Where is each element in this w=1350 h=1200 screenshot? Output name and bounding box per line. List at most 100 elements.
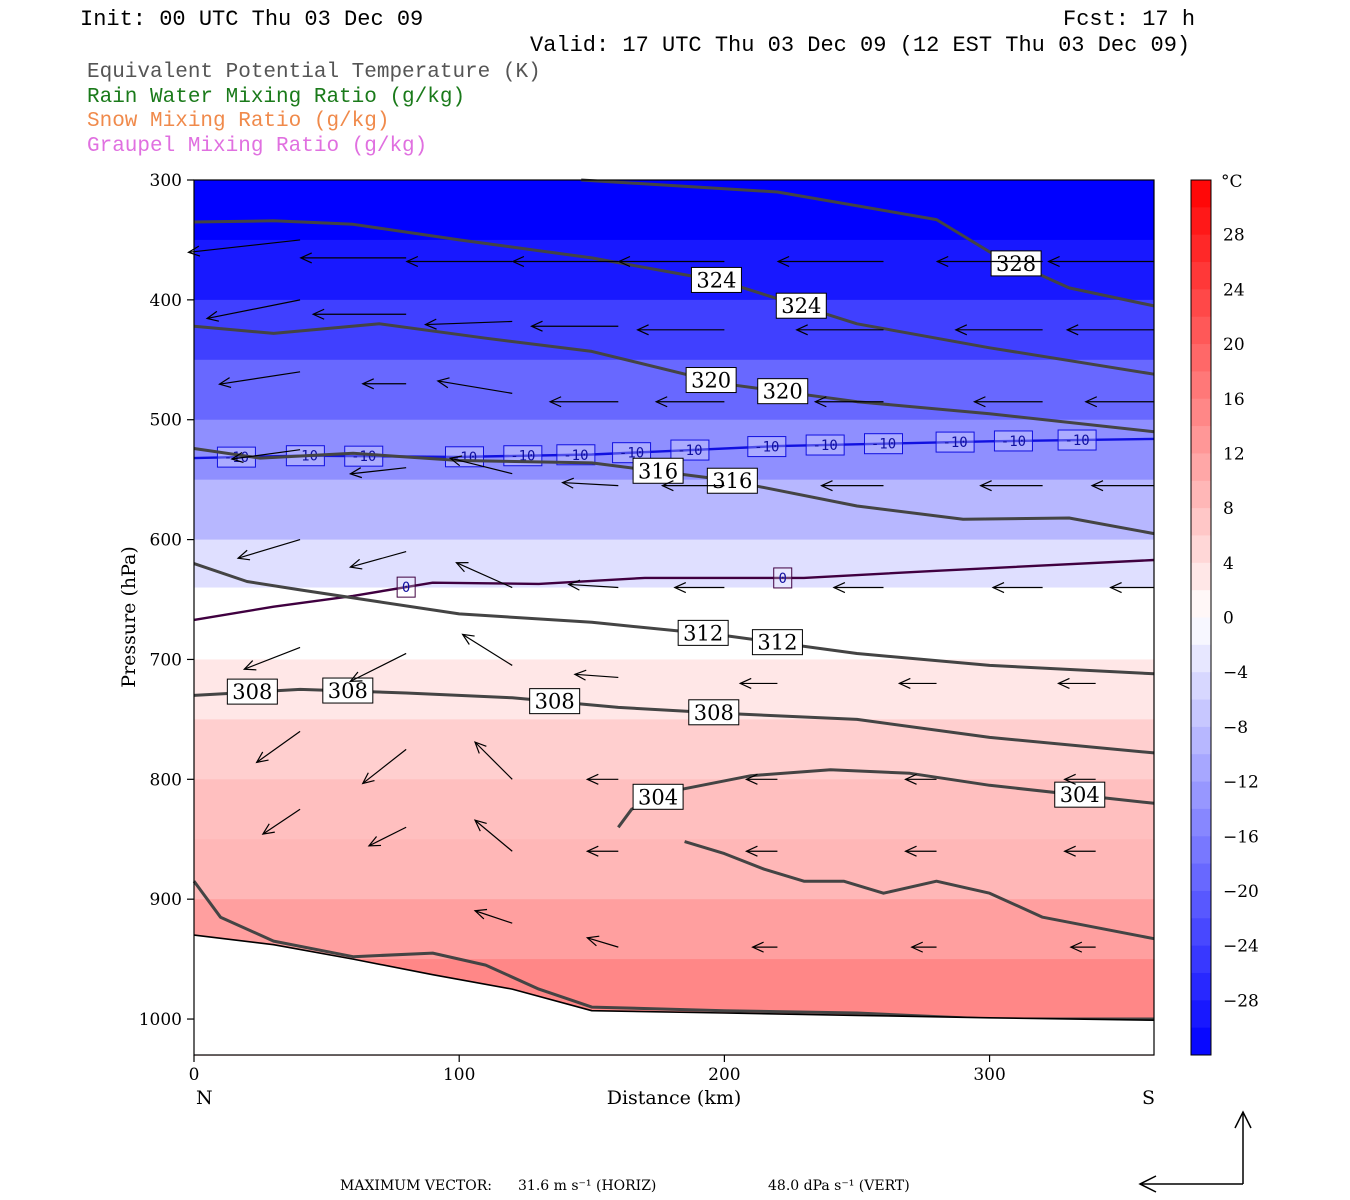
isotherm-label-box	[747, 436, 787, 458]
theta-e-label-box	[226, 678, 278, 705]
wind-vector-head	[744, 773, 758, 785]
wind-vector	[436, 377, 513, 394]
wind-vector-head	[349, 671, 363, 683]
theta-e-label: 304	[638, 785, 678, 809]
terrain-fill	[194, 935, 1154, 1055]
isotherm-label-box	[1057, 429, 1097, 451]
wind-vector	[979, 480, 1043, 492]
colorbar-swatch	[1191, 262, 1211, 290]
wind-vector-head	[1069, 941, 1083, 953]
isotherm-label-box	[612, 442, 652, 464]
max-vector-label: MAXIMUM VECTOR:	[340, 1178, 492, 1194]
wind-vector-shaft	[368, 826, 407, 847]
wind-vector-head	[461, 633, 475, 645]
wind-vector	[744, 773, 778, 785]
theta-e-label: 320	[691, 369, 731, 393]
wind-vector-head	[585, 773, 599, 785]
wind-vector-shaft	[256, 730, 301, 763]
wind-vector-head	[473, 908, 488, 920]
wind-vector-head	[511, 255, 525, 268]
theta-e-contours: 328 324 324 320 320 316 316 312 312 308 308 308 308 3…	[192, 178, 1155, 1021]
wind-vector-shaft	[219, 371, 301, 385]
wind-vector-head	[187, 245, 201, 257]
theta-e-line	[193, 219, 1155, 376]
wind-vector-head	[230, 452, 244, 464]
colorbar-swatch	[1191, 289, 1211, 318]
wind-vector	[776, 255, 884, 268]
colorbar-tick-label: 0	[1223, 609, 1234, 629]
theta-e-label-box	[677, 619, 729, 646]
field-legend-rain: Rain Water Mixing Ratio (g/kg)	[87, 86, 465, 109]
y-tick-label: 400	[150, 291, 182, 311]
wind-vector-head	[654, 396, 668, 408]
wind-vector	[349, 652, 407, 683]
isotherm-label-box	[805, 434, 845, 456]
colorbar-swatch	[1191, 562, 1211, 591]
temperature-band	[194, 539, 1154, 589]
wind-vector	[423, 318, 513, 330]
isotherm-label: -10	[754, 440, 779, 456]
colorbar-tick-label: 28	[1223, 226, 1245, 246]
wind-vector-head	[348, 467, 363, 479]
wind-vector-head	[455, 562, 469, 573]
wind-vector-head	[660, 480, 674, 492]
wind-vector-head	[242, 660, 257, 671]
wind-vector-shaft	[462, 633, 513, 666]
wind-vector-shaft	[188, 239, 301, 253]
isotherm-label-box	[864, 433, 904, 455]
temperature-band	[194, 359, 1154, 421]
wind-vector	[361, 748, 407, 785]
colorbar-tick-label: 20	[1223, 335, 1245, 355]
temperature-band	[194, 719, 1154, 780]
y-tick-label: 500	[150, 411, 182, 431]
wind-vector	[1057, 677, 1096, 689]
wind-vector	[530, 320, 619, 332]
field-legend-theta-e: Equivalent Potential Temperature (K)	[87, 61, 541, 84]
colorbar-swatch	[1191, 890, 1211, 919]
colorbar-swatch	[1191, 808, 1211, 837]
temperature-fill	[194, 180, 1154, 1056]
wind-vector-head	[548, 396, 562, 408]
wind-vector-head	[530, 320, 543, 332]
max-vector-vertical: 48.0 dPa s⁻¹ (VERT)	[768, 1178, 910, 1194]
wind-vector	[236, 539, 301, 561]
wind-vector-head	[218, 377, 232, 389]
field-legend-graupel: Graupel Mixing Ratio (g/kg)	[87, 135, 427, 158]
colorbar-swatch	[1191, 972, 1211, 1001]
theta-e-label-box	[1054, 781, 1106, 808]
reference-vector-icon	[1138, 1110, 1252, 1193]
wind-vector-shaft	[362, 748, 407, 784]
wind-vector-head	[820, 480, 833, 492]
theta-e-label-box	[688, 699, 740, 726]
wind-vector-head	[954, 324, 968, 336]
wind-vector-shaft	[474, 910, 513, 924]
colorbar-swatch	[1191, 699, 1211, 728]
theta-e-line	[684, 840, 1155, 941]
y-tick-label: 300	[150, 171, 182, 191]
wind-vector-head	[361, 378, 375, 390]
wind-vector-head	[935, 255, 949, 268]
wind-vector	[991, 581, 1043, 594]
wind-vector-head	[567, 579, 581, 591]
isotherm-line	[193, 558, 1155, 622]
isotherm-label: -10	[619, 446, 644, 462]
colorbar-swatch	[1191, 672, 1211, 701]
forecast-hour-label: Fcst: 17 h	[1063, 7, 1195, 32]
wind-vector-shaft	[456, 562, 513, 589]
isotherm-label: 0	[779, 571, 787, 587]
wind-vector	[548, 396, 619, 408]
wind-vector-head	[367, 836, 382, 847]
isotherm-label: 0	[402, 580, 410, 596]
wind-vector	[473, 819, 513, 852]
wind-vector	[636, 324, 725, 336]
wind-vector	[654, 396, 725, 408]
wind-vector	[1084, 396, 1154, 408]
wind-vector-head	[348, 558, 363, 570]
isotherm-label-box	[773, 567, 793, 589]
theta-e-label-box	[690, 266, 742, 293]
wind-vector-head	[904, 845, 917, 857]
wind-vector-head	[813, 396, 827, 408]
wind-vector-head	[795, 324, 808, 336]
colorbar: °C 28 24 20 16 12 8 4 0 −4 −8 −12 −16 −20 −24 −28	[1190, 172, 1259, 1056]
colorbar-tick-label: 8	[1223, 499, 1234, 519]
